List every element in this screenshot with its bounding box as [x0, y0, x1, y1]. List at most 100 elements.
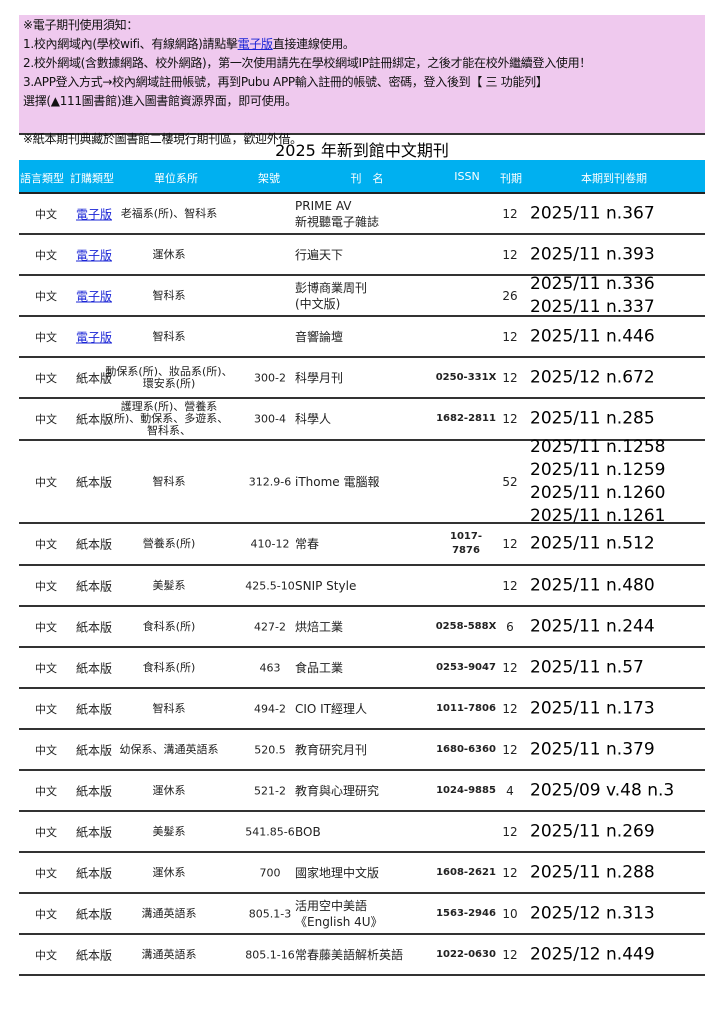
- cell-lang: 中文: [35, 475, 57, 489]
- table-row: 中文 紙本版 美髮系 425.5-10 SNIP Style 12 2025/11 n.48…: [19, 566, 705, 607]
- notice-line-5: ※紙本期刊典藏於圖書館二樓現行期刊區，歡迎外借。: [23, 132, 302, 146]
- table-row: 中文 紙本版 食科系(所) 463 食品工業 0253-9047 12 2025/11 n.5…: [19, 648, 705, 689]
- cell-type[interactable]: 電子版: [75, 330, 113, 344]
- cell-call: 805.1-16: [245, 948, 295, 961]
- header-lang: 語言類型: [20, 172, 64, 185]
- table-row: 中文 紙本版 護理系(所)、營養系 (所)、動保系、多遊系、 智科系、 300-4 科學…: [19, 399, 705, 441]
- cell-dept: 溝通英語系: [141, 906, 197, 920]
- cell-title: 常春藤美語解析英語: [295, 947, 404, 962]
- cell-lang: 中文: [35, 330, 57, 344]
- table-row: 中文 紙本版 動保系(所)、妝品系(所)、 環安系(所) 300-2 科學月刊 0250-…: [19, 358, 705, 399]
- cell-title: 國家地理中文版: [295, 865, 380, 880]
- cell-type: 紙本版: [75, 537, 113, 552]
- cell-issn: 1608-2621: [436, 866, 496, 878]
- cell-title: 音響論壇: [295, 329, 344, 344]
- cell-type: 紙本版: [75, 825, 113, 839]
- cell-freq: 12: [502, 947, 518, 962]
- header-freq: 刊期: [500, 172, 522, 185]
- cell-issn: 1563-2946: [436, 907, 496, 919]
- cell-type: 紙本版: [75, 743, 113, 757]
- table-row: 中文 紙本版 溝通英語系 805.1-3 活用空中美語 《English 4U》 1563…: [19, 894, 705, 935]
- header-issn: ISSN: [454, 170, 480, 183]
- cell-title: 教育研究月刊: [295, 742, 368, 757]
- cell-freq: 52: [502, 474, 518, 489]
- cell-call: 410-12: [250, 537, 290, 551]
- cell-freq: 12: [502, 207, 518, 221]
- cell-type: 紙本版: [75, 620, 113, 634]
- table-row: 中文 紙本版 美髮系 541.85-6 BOB 12 2025/11 n.269: [19, 812, 705, 853]
- notice-line-1: 1.校內網域內(學校wifi、有線網路)請點擊電子版直接連線使用。: [23, 35, 701, 54]
- cell-type[interactable]: 電子版: [75, 207, 113, 222]
- cell-type: 紙本版: [75, 412, 113, 427]
- cell-title: 教育與心理研究: [295, 783, 380, 798]
- ebook-link[interactable]: 電子版: [237, 37, 273, 51]
- cell-title: 烘焙工業: [295, 619, 344, 634]
- cell-freq: 12: [502, 247, 518, 262]
- cell-lang: 中文: [35, 702, 57, 716]
- cell-dept: 老福系(所)、智科系: [120, 207, 218, 220]
- cell-lang: 中文: [35, 371, 57, 385]
- cell-issue: 2025/11 n.269: [530, 821, 655, 841]
- cell-title: 活用空中美語 《English 4U》: [295, 898, 383, 929]
- table-row: 中文 紙本版 營養系(所) 410-12 常春 1017- 7876 12 2025/11 n…: [19, 524, 705, 566]
- cell-lang: 中文: [35, 661, 57, 675]
- cell-type[interactable]: 電子版: [75, 248, 113, 262]
- cell-freq: 12: [502, 824, 518, 839]
- cell-call: 463: [259, 661, 281, 674]
- cell-dept: 動保系(所)、妝品系(所)、 環安系(所): [105, 364, 233, 390]
- cell-dept: 運休系: [152, 865, 186, 879]
- cell-issn: 0258-588X: [435, 620, 497, 632]
- cell-issue: 2025/11 n.57: [530, 657, 644, 677]
- cell-issue: 2025/12 n.672: [530, 367, 655, 387]
- table-row: 中文 電子版 老福系(所)、智科系 PRIME AV 新視聽電子雜誌 12 2025/11…: [19, 195, 705, 235]
- cell-lang: 中文: [35, 743, 57, 757]
- cell-dept: 美髮系: [152, 824, 186, 838]
- header-title: 刊 名: [350, 172, 384, 185]
- header-type: 訂購類型: [70, 172, 114, 185]
- cell-issue: 2025/09 v.48 n.3: [530, 780, 675, 800]
- cell-lang: 中文: [35, 825, 57, 839]
- table-row: 中文 紙本版 智科系 312.9-6 iThome 電腦報 52 2025/11 n.125…: [19, 437, 705, 526]
- cell-title: 科學人: [295, 412, 332, 426]
- cell-type: 紙本版: [75, 784, 113, 798]
- cell-issue: 2025/11 n.480: [530, 575, 655, 595]
- cell-type[interactable]: 電子版: [75, 289, 113, 303]
- cell-freq: 6: [506, 619, 514, 634]
- cell-lang: 中文: [35, 413, 57, 426]
- cell-call: 805.1-3: [248, 907, 292, 920]
- cell-lang: 中文: [35, 248, 57, 262]
- cell-type: 紙本版: [75, 702, 113, 716]
- cell-freq: 26: [502, 288, 518, 303]
- cell-issue: 2025/11 n.336 2025/11 n.337: [530, 273, 655, 317]
- cell-issue: 2025/11 n.173: [530, 698, 655, 718]
- cell-type: 紙本版: [75, 866, 113, 880]
- cell-title: 行遍天下: [295, 247, 344, 262]
- notice-text: 1.校內網域內(學校wifi、有線網路)請點擊: [23, 37, 238, 51]
- cell-freq: 12: [502, 660, 518, 675]
- cell-freq: 4: [506, 783, 514, 798]
- notice-text: 直接連線使用。: [272, 37, 355, 51]
- cell-dept: 運休系: [152, 783, 186, 797]
- cell-lang: 中文: [35, 907, 57, 921]
- cell-freq: 12: [502, 329, 518, 344]
- cell-call: 312.9-6: [248, 475, 292, 488]
- cell-title: 彭博商業周刊 (中文版): [295, 280, 368, 311]
- cell-issue: 2025/12 n.313: [530, 903, 655, 923]
- cell-type: 紙本版: [75, 907, 113, 921]
- cell-issue: 2025/11 n.393: [530, 244, 655, 264]
- cell-dept: 智科系: [152, 329, 186, 343]
- table-row: 中文 紙本版 食科系(所) 427-2 烘焙工業 0258-588X 6 2025/11 n.…: [19, 607, 705, 648]
- cell-call: 494-2: [254, 702, 286, 715]
- cell-issn: 1024-9885: [436, 784, 496, 796]
- cell-lang: 中文: [35, 948, 57, 962]
- notice-heading: ※電子期刊使用須知：: [23, 18, 139, 32]
- notice-line-2: 2.校外網域(含數據網路、校外網路)，第一次使用請先在學校網域IP註冊綁定，之後…: [23, 56, 591, 70]
- cell-issn: 0253-9047: [436, 661, 496, 673]
- cell-lang: 中文: [35, 538, 57, 551]
- header-issue: 本期到刊卷期: [581, 172, 647, 185]
- cell-issue: 2025/11 n.512: [530, 533, 655, 554]
- cell-dept: 營養系(所): [142, 537, 196, 550]
- notice-line-3: 3.APP登入方式→校內網域註冊帳號，再到Pubu APP輸入註冊的帳號、密碼，…: [23, 75, 548, 89]
- cell-issue: 2025/11 n.288: [530, 862, 655, 882]
